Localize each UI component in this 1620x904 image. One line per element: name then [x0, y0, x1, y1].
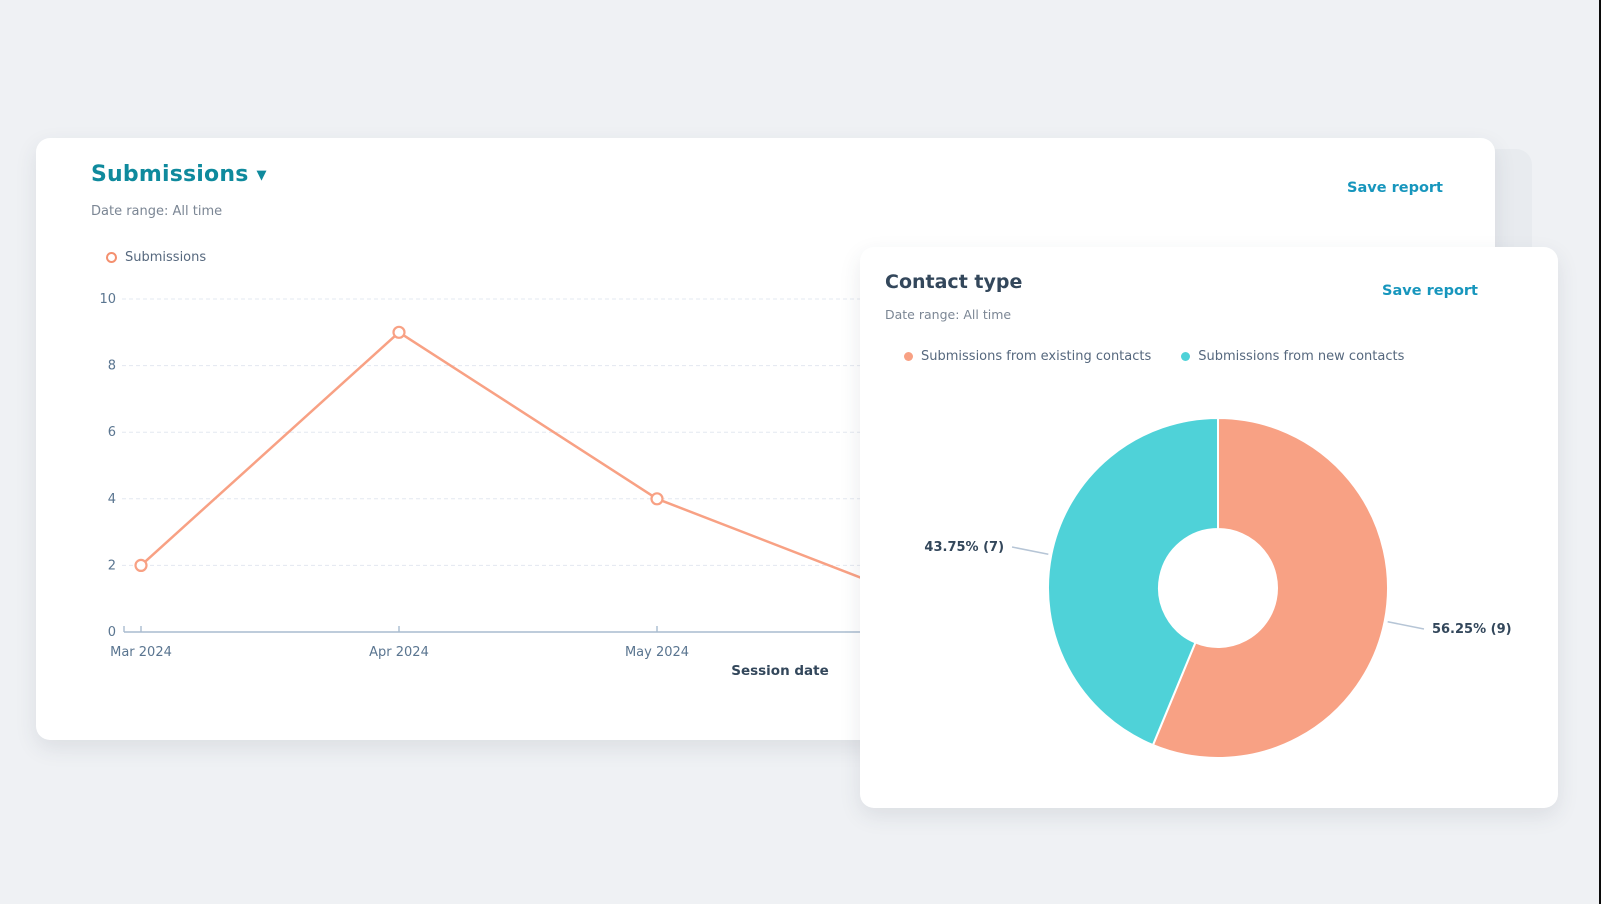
teal-dot-marker-icon [1181, 352, 1191, 361]
donut-data-label-submissions-from-existing-contacts: 56.25% (9) [1432, 622, 1512, 637]
contact-type-donut-chart: 56.25% (9) 43.75% (7) [924, 416, 1512, 759]
donut-data-label-submissions-from-new-contacts: 43.75% (7) [924, 540, 1004, 555]
x-axis-tick-label: Mar 2024 [110, 645, 172, 660]
submissions-date-range: Date range: All time [91, 204, 223, 219]
submissions-card-title-dropdown[interactable]: Submissions ▼ [91, 162, 267, 187]
donut-leader-line [1387, 621, 1425, 630]
donut-leader-line [1011, 546, 1049, 555]
submissions-line-chart: 0 2 4 6 8 10 Mar 2024 Apr 2024 May 2024 Session d… [99, 292, 1443, 679]
screen-right-divider [1599, 0, 1601, 904]
contact-type-save-report-button[interactable]: Save report [1382, 283, 1478, 299]
x-axis-tick-label: Apr 2024 [369, 645, 429, 660]
data-point-may-2024[interactable] [650, 492, 664, 506]
donut-slice-submissions-from-new-contacts[interactable] [1047, 416, 1219, 747]
submissions-legend: Submissions [106, 250, 206, 265]
submissions-card-title: Submissions [91, 162, 249, 187]
legend-item-existing-contacts[interactable]: Submissions from existing contacts [904, 349, 1151, 364]
y-axis-tick-label: 6 [108, 425, 116, 440]
y-axis-tick-label: 2 [108, 558, 116, 573]
legend-item-new-contacts[interactable]: Submissions from new contacts [1181, 349, 1404, 364]
y-axis-tick-label: 10 [99, 292, 116, 307]
legend-label: Submissions [125, 250, 207, 265]
y-axis-tick-label: 8 [108, 359, 116, 374]
chevron-down-icon: ▼ [256, 168, 267, 183]
orange-dot-marker-icon [904, 352, 913, 361]
x-axis-tick-label: May 2024 [625, 645, 689, 660]
contact-type-date-range: Date range: All time [885, 307, 1012, 322]
y-axis-tick-label: 4 [108, 492, 116, 507]
contact-type-legend: Submissions from existing contacts Submi… [904, 349, 1404, 364]
contact-type-report-card: Contact type Date range: All time Save r… [860, 247, 1558, 808]
submissions-save-report-button[interactable]: Save report [1347, 180, 1443, 196]
contact-type-card-title: Contact type [885, 271, 1023, 293]
legend-label: Submissions from new contacts [1198, 349, 1405, 364]
legend-item-submissions[interactable]: Submissions [106, 250, 206, 265]
legend-label: Submissions from existing contacts [921, 349, 1152, 364]
screen-right-margin [1601, 0, 1620, 904]
data-point-apr-2024[interactable] [392, 325, 406, 339]
data-point-mar-2024[interactable] [134, 558, 148, 572]
x-axis-title: Session date [731, 663, 829, 679]
submissions-line-series [140, 331, 916, 600]
donut-slice-submissions-from-existing-contacts[interactable] [1151, 416, 1389, 759]
hollow-circle-marker-icon [106, 252, 117, 263]
y-axis-tick-label: 0 [108, 625, 116, 640]
